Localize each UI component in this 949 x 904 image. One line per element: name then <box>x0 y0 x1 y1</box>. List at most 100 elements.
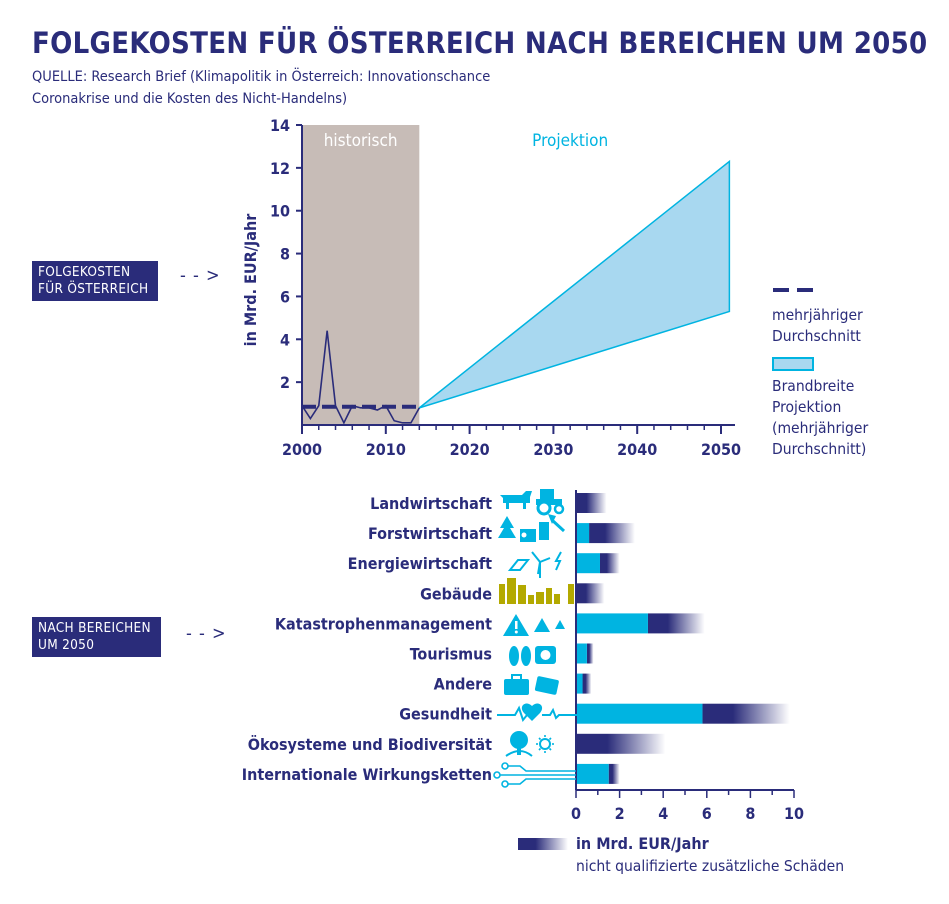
x-tick-label: 2020 <box>450 440 490 459</box>
historical-period-background <box>302 125 420 425</box>
briefcase-icon <box>534 676 559 695</box>
legend-gradient-swatch <box>518 838 568 850</box>
y-tick-label: 10 <box>270 202 290 221</box>
bar-quantified <box>576 703 703 724</box>
sector-label: Forstwirtschaft <box>368 524 492 543</box>
bar-unquantified <box>576 583 605 604</box>
nav-label-total-costs: FOLGEKOSTEN FÜR ÖSTERREICH <box>32 261 159 301</box>
network-lines-icon <box>493 762 576 788</box>
solar-panel-icon <box>507 559 531 571</box>
heartbeat-icon <box>497 703 577 723</box>
warning-medium-icon <box>534 618 550 632</box>
page-title: FOLGEKOSTEN FÜR ÖSTERREICH NACH BEREICHE… <box>32 26 928 60</box>
camera-icon <box>535 646 556 664</box>
bar-x-tick-label: 8 <box>745 804 755 823</box>
sun-icon <box>536 735 554 753</box>
sector-label: Tourismus <box>410 645 492 664</box>
bar-unquantified <box>576 733 666 754</box>
sector-label: Internationale Wirkungsketten <box>242 765 492 784</box>
bar-quantified <box>576 763 609 784</box>
source-line-2: Coronakrise und die Kosten des Nicht-Han… <box>32 91 348 107</box>
sector-label: Katastrophenmanagement <box>275 614 492 633</box>
bar-quantified <box>576 523 590 544</box>
arrow-right-icon: - - > <box>180 265 221 286</box>
sector-label: Ökosysteme und Biodiversität <box>248 735 492 754</box>
timeline-legend: mehrjähriger Durchschnitt Brandbreite Pr… <box>772 288 868 458</box>
legend-unquantified-label: nicht qualifizierte zusätzliche Schäden <box>576 857 844 875</box>
y-tick-label: 12 <box>270 159 290 178</box>
logs-icon <box>520 529 536 542</box>
buildings-icon <box>499 578 574 604</box>
bar-unquantified <box>582 673 592 694</box>
sector-bar-chart: Landwirtschaft Forstwirtschaft Energiewirt… <box>242 490 804 823</box>
lightning-icon <box>554 551 562 571</box>
sector-label: Landwirtschaft <box>370 494 492 513</box>
bar-legend: in Mrd. EUR/Jahr nicht qualifizierte zus… <box>518 834 844 875</box>
timeline-axes: 2 4 6 8 10 12 14 2000 2010 2020 2030 2040 2050 <box>270 116 741 459</box>
sector-icons <box>493 489 577 788</box>
y-tick-label: 6 <box>280 287 290 306</box>
legend-band-line-2: Projektion <box>772 398 841 416</box>
bar-unquantified <box>608 763 620 784</box>
bar-quantified <box>576 553 600 574</box>
legend-average-line-2: Durchschnitt <box>772 327 861 345</box>
warning-large-icon <box>503 614 529 636</box>
sector-label: Gesundheit <box>399 705 492 724</box>
legend-band-swatch <box>772 357 814 371</box>
x-tick-label: 2030 <box>533 440 573 459</box>
nav-label-by-sector: NACH BEREICHEN UM 2050 <box>32 617 161 657</box>
x-tick-label: 2040 <box>617 440 657 459</box>
nav-label-sector-line-1: NACH BEREICHEN <box>38 620 151 636</box>
legend-band-line-3: (mehrjähriger <box>772 419 868 437</box>
bar-x-tick-label: 6 <box>702 804 712 823</box>
bar-x-tick-label: 4 <box>658 804 668 823</box>
source-note: QUELLE: Research Brief (Klimapolitik in … <box>32 66 592 110</box>
x-tick-label: 2010 <box>366 440 406 459</box>
bar-axis-label: in Mrd. EUR/Jahr <box>576 834 710 853</box>
sector-label: Gebäude <box>420 584 492 603</box>
bar-unquantified <box>586 643 594 664</box>
y-tick-label: 8 <box>280 245 290 264</box>
bar-x-tick-label: 0 <box>571 804 581 823</box>
x-tick-label: 2050 <box>701 440 741 459</box>
legend-band-line-4: Durchschnitt) <box>772 440 866 458</box>
nav-label-total-line-1: FOLGEKOSTEN <box>38 264 131 280</box>
sector-label: Energiewirtschaft <box>348 554 492 573</box>
x-tick-label: 2000 <box>282 440 322 459</box>
bar-unquantified <box>647 613 705 634</box>
projection-band <box>418 159 731 409</box>
bar-unquantified <box>589 523 635 544</box>
tractor-icon <box>536 489 565 516</box>
bar-x-tick-label: 10 <box>784 804 804 823</box>
flip-flops-icon <box>509 646 531 666</box>
projection-label: Projektion <box>532 131 608 151</box>
wind-turbine-icon <box>531 551 551 578</box>
arrow-right-icon: - - > <box>186 623 227 644</box>
y-tick-label: 4 <box>280 330 290 349</box>
y-tick-label: 14 <box>270 116 290 135</box>
historical-label: historisch <box>324 131 398 151</box>
bar-unquantified <box>576 493 607 513</box>
legend-band-line-1: Brandbreite <box>772 377 854 395</box>
bar-quantified <box>576 673 583 694</box>
nav-label-total-line-2: FÜR ÖSTERREICH <box>38 281 149 297</box>
bar-quantified <box>576 613 648 634</box>
bar-unquantified <box>702 703 790 724</box>
source-line-1: QUELLE: Research Brief (Klimapolitik in … <box>32 69 491 85</box>
y-axis-label: in Mrd. EUR/Jahr <box>241 213 260 347</box>
legend-average-line-1: mehrjähriger <box>772 306 863 324</box>
cost-timeline-chart: historisch Projektion 2 4 6 8 10 12 14 2000 2010… <box>241 116 741 459</box>
y-tick-label: 2 <box>280 373 290 392</box>
bar-x-tick-label: 2 <box>615 804 625 823</box>
bar-quantified <box>576 643 587 664</box>
axe-icon <box>539 514 566 540</box>
cow-icon <box>500 491 532 509</box>
suitcase-icon <box>504 674 529 695</box>
bar-unquantified <box>599 553 620 574</box>
trees-icon <box>498 516 516 538</box>
tree-icon <box>505 731 533 757</box>
historical-cost-line <box>301 330 421 425</box>
sector-label: Andere <box>434 675 493 694</box>
warning-small-icon <box>555 620 565 629</box>
